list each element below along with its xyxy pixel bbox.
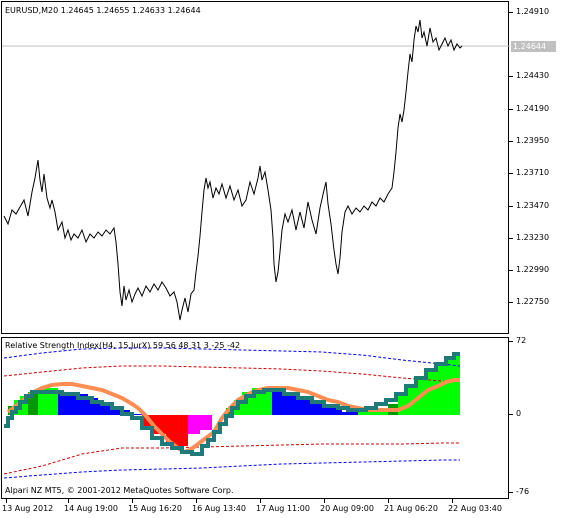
price-chart-svg — [2, 19, 510, 321]
histogram-bar — [358, 412, 388, 415]
time-axis-tick — [68, 499, 69, 503]
histogram-bar — [108, 406, 118, 415]
price-axis-tick — [509, 76, 513, 77]
ind-axis-label-minus76: -76 — [516, 487, 530, 496]
ind-axis-tick-minus76 — [509, 492, 513, 493]
rsi-indicator-header: Relative Strength Index(H4, 15,JurX) 59 … — [5, 341, 241, 350]
price-axis-tick — [509, 270, 513, 271]
price-chart-pane[interactable]: EURUSD,M20 1.24645 1.24655 1.24633 1.246… — [1, 1, 510, 334]
upper-band-red — [3, 365, 460, 382]
copyright-label: Alpari NZ MT5, © 2001-2012 MetaQuotes So… — [5, 486, 234, 495]
histogram-bar — [314, 404, 328, 415]
histogram-bar — [88, 398, 98, 415]
histogram-bar — [188, 415, 200, 434]
histogram-bar — [438, 362, 448, 415]
histogram-bar — [342, 412, 358, 415]
time-axis-label: 21 Aug 06:20 — [384, 504, 438, 513]
price-axis-label: 1.22990 — [516, 265, 550, 274]
lower-band-red — [3, 442, 460, 475]
time-axis-label: 14 Aug 19:00 — [64, 504, 118, 513]
rsi-teal-line — [4, 352, 460, 456]
histogram-bar — [130, 414, 142, 415]
time-axis-tick — [388, 499, 389, 503]
histogram-bar — [328, 408, 342, 415]
price-axis-tick — [509, 109, 513, 110]
histogram-bar — [58, 392, 78, 415]
time-axis-label: 13 Aug 2012 — [2, 504, 54, 513]
price-axis-label: 1.23230 — [516, 233, 550, 242]
histogram-bar — [272, 392, 286, 415]
price-axis-tick — [509, 173, 513, 174]
price-axis-label: 1.23710 — [516, 168, 550, 177]
price-axis-label: 1.24430 — [516, 71, 550, 80]
time-axis-label: 20 Aug 09:00 — [320, 504, 374, 513]
ind-axis-label-72: 72 — [516, 336, 527, 345]
time-axis-tick — [260, 499, 261, 503]
time-axis-label: 22 Aug 03:40 — [448, 504, 502, 513]
histogram-bar — [448, 356, 460, 415]
price-axis-label: 1.23950 — [516, 136, 550, 145]
price-axis-label: 1.22750 — [516, 297, 550, 306]
ind-axis-label-0: 0 — [516, 409, 522, 418]
histogram-bar — [200, 415, 212, 430]
histogram-bar — [398, 396, 408, 415]
histogram-bar — [28, 392, 38, 415]
histogram-bar — [98, 402, 108, 415]
lower-band-blue — [3, 459, 460, 479]
histogram-bar — [20, 396, 28, 415]
price-axis-label: 1.24910 — [516, 7, 550, 16]
price-axis-label: 1.24190 — [516, 104, 550, 113]
histogram-bar — [78, 394, 88, 415]
histogram-bar — [166, 415, 188, 446]
time-axis-tick — [132, 499, 133, 503]
time-axis-tick — [324, 499, 325, 503]
rsi-indicator-svg — [3, 347, 461, 479]
time-axis-tick — [6, 499, 7, 503]
time-axis-label: 17 Aug 11:00 — [256, 504, 310, 513]
ind-axis-tick-72 — [509, 341, 513, 342]
rsi-orange-line — [6, 378, 460, 455]
price-axis-tick — [509, 238, 513, 239]
time-axis-label: 15 Aug 16:20 — [128, 504, 182, 513]
time-axis-tick — [452, 499, 453, 503]
time-axis-tick — [196, 499, 197, 503]
price-axis-tick — [509, 302, 513, 303]
time-axis-label: 16 Aug 13:40 — [192, 504, 246, 513]
price-chart-header: EURUSD,M20 1.24645 1.24655 1.24633 1.246… — [5, 6, 201, 15]
histogram-bar — [38, 388, 58, 415]
ind-axis-tick-0 — [509, 414, 513, 415]
bid-price-label: 1.24644 — [511, 41, 556, 52]
histogram-bar — [252, 388, 272, 415]
price-axis-tick — [509, 206, 513, 207]
histogram-bar — [428, 370, 438, 415]
price-axis-label: 1.23470 — [516, 201, 550, 210]
price-axis-tick — [509, 12, 513, 13]
price-axis-tick — [509, 141, 513, 142]
histogram-bar — [286, 396, 300, 415]
rsi-indicator-pane[interactable]: Relative Strength Index(H4, 15,JurX) 59 … — [1, 337, 509, 499]
price-series-line — [3, 19, 463, 321]
